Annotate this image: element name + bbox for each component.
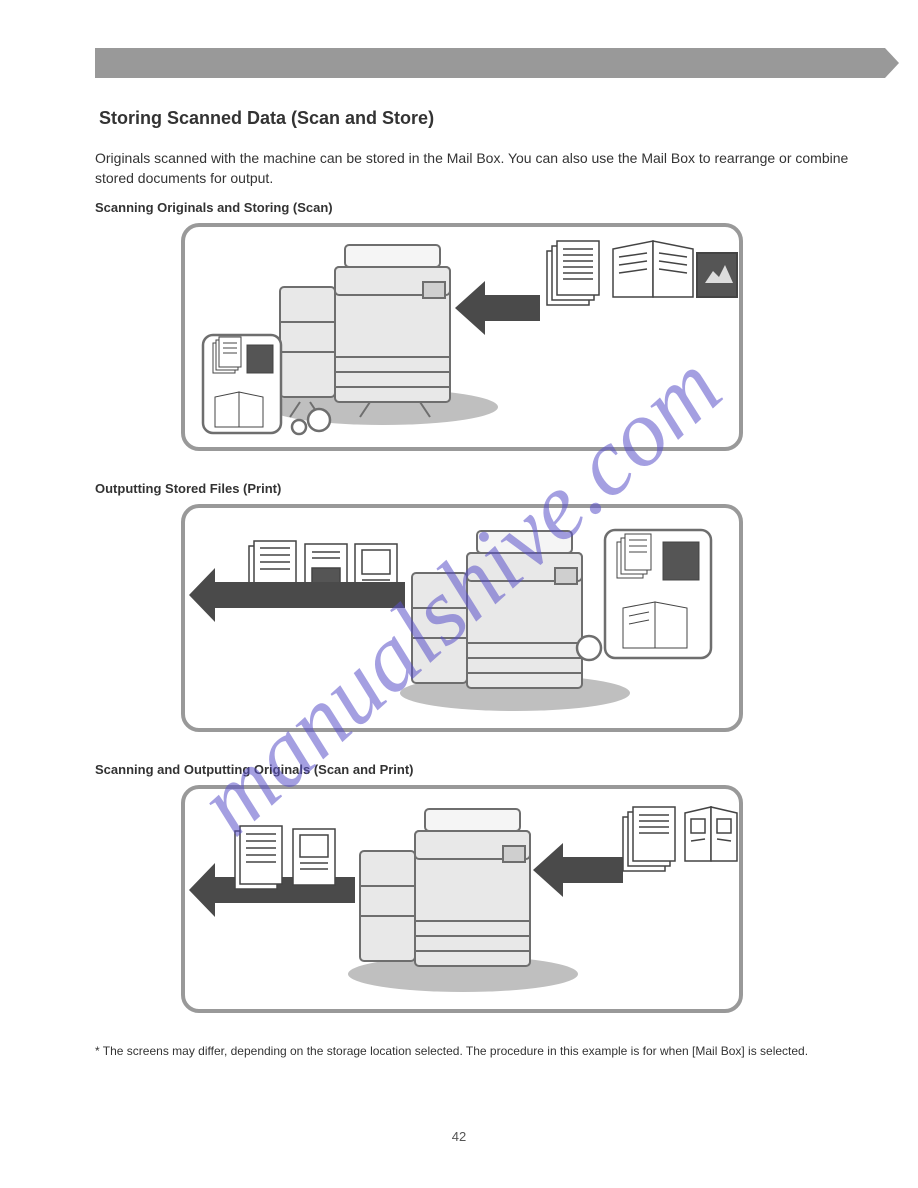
panel-print: [181, 504, 743, 732]
panel-scan: [181, 223, 743, 451]
illustration-scan: [185, 227, 739, 447]
block-label-scan-print: Scanning and Outputting Originals (Scan …: [95, 762, 885, 777]
header-bar: [95, 48, 885, 78]
page-content: Storing Scanned Data (Scan and Store) Or…: [95, 48, 885, 1060]
footnote: * The screens may differ, depending on t…: [95, 1043, 885, 1060]
block-label-scan: Scanning Originals and Storing (Scan): [95, 200, 885, 215]
block-label-print: Outputting Stored Files (Print): [95, 481, 885, 496]
illustration-scan-print: [185, 789, 739, 1009]
panel-scan-print: [181, 785, 743, 1013]
section-title: Storing Scanned Data (Scan and Store): [99, 108, 885, 129]
page-number: 42: [0, 1129, 918, 1144]
section-description: Originals scanned with the machine can b…: [95, 149, 885, 188]
illustration-print: [185, 508, 739, 728]
